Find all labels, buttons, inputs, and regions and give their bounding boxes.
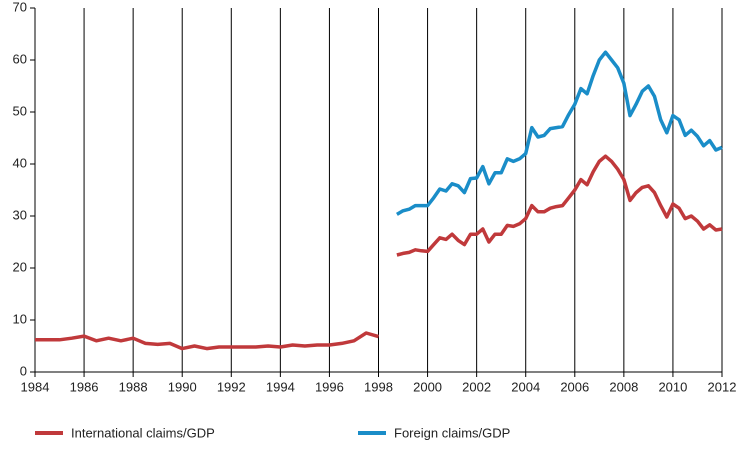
x-tick-label: 1988 (119, 379, 148, 394)
x-tick-label: 1984 (21, 379, 50, 394)
x-tick-label: 2002 (462, 379, 491, 394)
x-tick-label: 2000 (413, 379, 442, 394)
x-tick-label: 2004 (511, 379, 540, 394)
y-tick-label: 20 (13, 259, 27, 274)
x-tick-label: 1986 (70, 379, 99, 394)
y-tick-label: 30 (13, 207, 27, 222)
y-tick-label: 0 (20, 363, 27, 378)
x-tick-label: 1998 (364, 379, 393, 394)
x-tick-label: 2010 (658, 379, 687, 394)
x-tick-label: 2012 (708, 379, 737, 394)
data-line (35, 154, 723, 351)
y-tick-label: 60 (13, 51, 27, 66)
legend-label: International claims/GDP (71, 425, 215, 440)
y-tick-label: 40 (13, 155, 27, 170)
x-tick-label: 1992 (217, 379, 246, 394)
y-tick-label: 70 (13, 0, 27, 14)
x-tick-label: 1996 (315, 379, 344, 394)
x-tick-label: 1990 (168, 379, 197, 394)
x-tick-label: 2008 (609, 379, 638, 394)
x-tick-label: 1994 (266, 379, 295, 394)
x-tick-label: 2006 (560, 379, 589, 394)
legend-label: Foreign claims/GDP (394, 425, 510, 440)
y-tick-label: 50 (13, 103, 27, 118)
y-tick-label: 10 (13, 311, 27, 326)
data-line (396, 50, 723, 216)
